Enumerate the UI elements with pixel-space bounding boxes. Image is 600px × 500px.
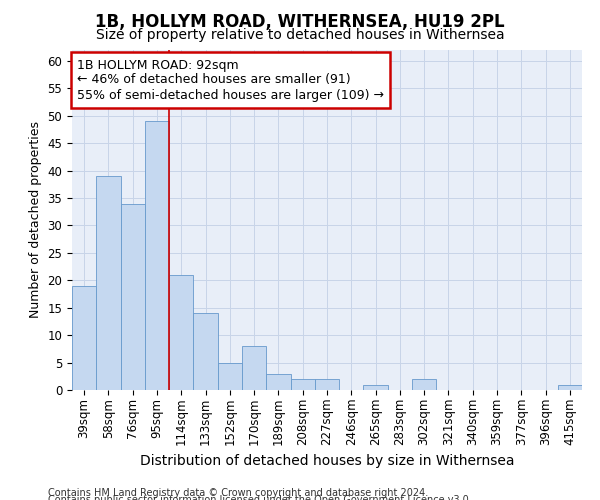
Text: Contains public sector information licensed under the Open Government Licence v3: Contains public sector information licen… [48,495,472,500]
Bar [242,346,266,390]
Text: 1B HOLLYM ROAD: 92sqm
← 46% of detached houses are smaller (91)
55% of semi-deta: 1B HOLLYM ROAD: 92sqm ← 46% of detached … [77,58,384,102]
Text: Contains HM Land Registry data © Crown copyright and database right 2024.: Contains HM Land Registry data © Crown c… [48,488,428,498]
Y-axis label: Number of detached properties: Number of detached properties [29,122,42,318]
Bar [121,204,145,390]
Bar [96,176,121,390]
Bar [315,379,339,390]
Text: 1B, HOLLYM ROAD, WITHERNSEA, HU19 2PL: 1B, HOLLYM ROAD, WITHERNSEA, HU19 2PL [95,12,505,30]
Bar [290,379,315,390]
Bar [145,122,169,390]
Bar [218,362,242,390]
Bar [193,313,218,390]
Bar [72,286,96,390]
Text: Size of property relative to detached houses in Withernsea: Size of property relative to detached ho… [95,28,505,42]
Bar [169,275,193,390]
Bar [266,374,290,390]
Bar [558,384,582,390]
Bar [412,379,436,390]
Bar [364,384,388,390]
X-axis label: Distribution of detached houses by size in Withernsea: Distribution of detached houses by size … [140,454,514,468]
